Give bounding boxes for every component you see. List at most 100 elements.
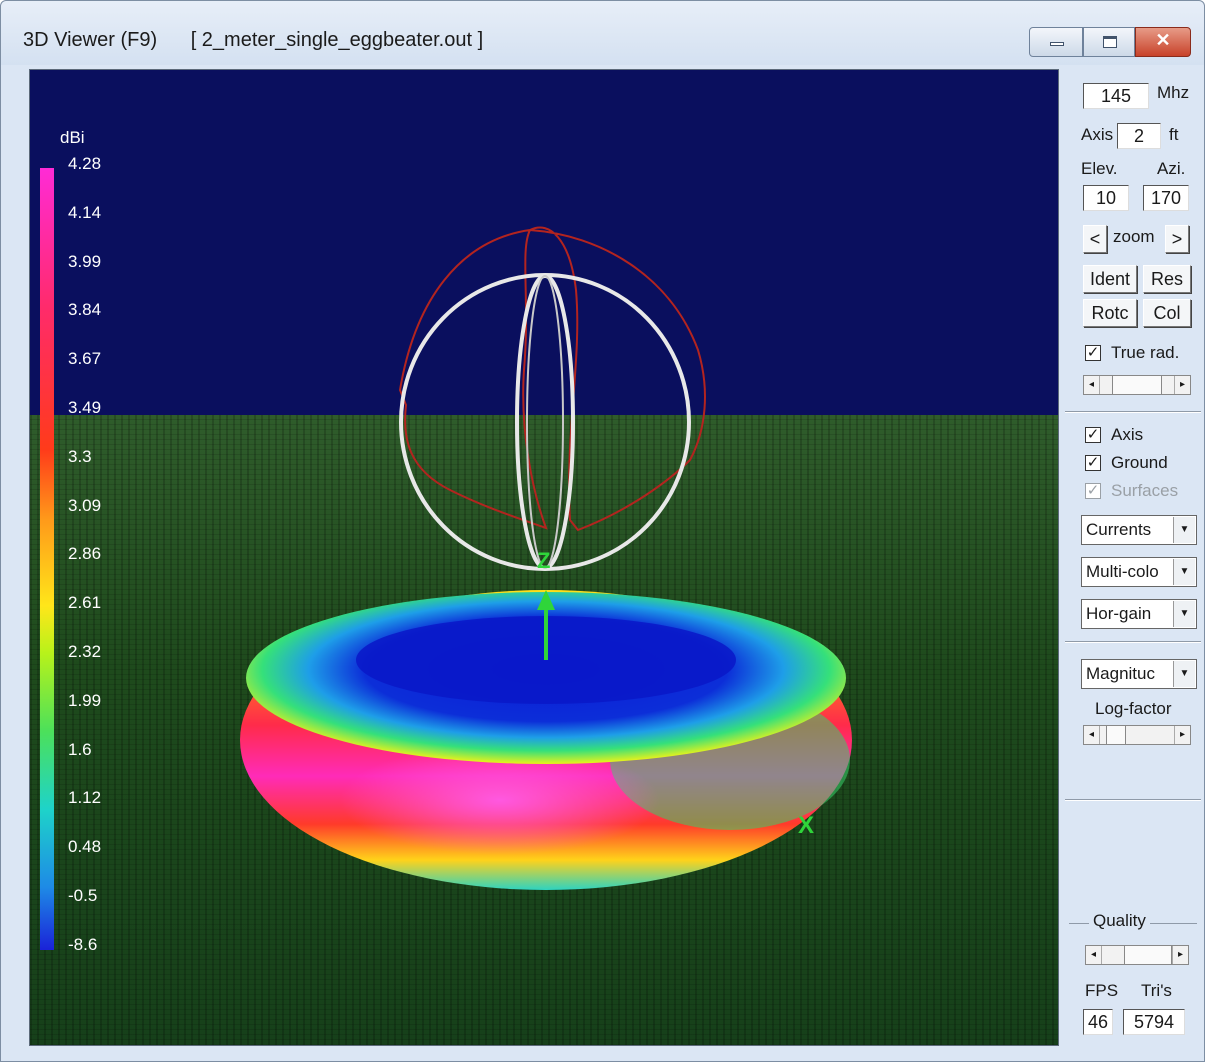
panel-separator bbox=[1065, 411, 1201, 413]
panel-separator bbox=[1065, 799, 1201, 801]
slider-thumb[interactable] bbox=[1124, 946, 1172, 964]
close-icon: ✕ bbox=[1155, 30, 1171, 50]
currents-value: Currents bbox=[1086, 520, 1152, 539]
legend-value: 1.99 bbox=[68, 690, 102, 710]
window-file-name: [ 2_meter_single_eggbeater.out ] bbox=[190, 29, 484, 51]
chevron-down-icon[interactable]: ▼ bbox=[1173, 661, 1195, 687]
color-button[interactable]: Col bbox=[1143, 299, 1191, 327]
gain-mode-value: Hor-gain bbox=[1086, 604, 1152, 623]
color-mode-dropdown[interactable]: Multi-colo ▼ bbox=[1081, 557, 1197, 587]
true-rad-label: True rad. bbox=[1111, 343, 1180, 362]
fps-value: 46 bbox=[1083, 1009, 1113, 1035]
ident-button[interactable]: Ident bbox=[1083, 265, 1137, 293]
legend-value: -8.6 bbox=[68, 934, 98, 954]
chevron-down-icon[interactable]: ▼ bbox=[1173, 601, 1195, 627]
z-axis-label: Z bbox=[537, 548, 551, 573]
close-button[interactable]: ✕ bbox=[1135, 27, 1191, 57]
ground-checkbox[interactable]: ✓ Ground bbox=[1085, 453, 1168, 473]
color-scale-bar bbox=[40, 168, 54, 950]
elevation-pattern-outline bbox=[398, 226, 706, 532]
currents-dropdown[interactable]: Currents ▼ bbox=[1081, 515, 1197, 545]
magnitude-value: Magnituc bbox=[1086, 664, 1155, 683]
zoom-in-button[interactable]: > bbox=[1165, 225, 1189, 253]
minimize-icon bbox=[1050, 42, 1064, 46]
axis-length-input[interactable]: 2 bbox=[1117, 123, 1161, 149]
scroll-left-icon[interactable]: ◂ bbox=[1086, 946, 1102, 964]
legend-value: 3.67 bbox=[68, 349, 102, 369]
elevation-label: Elev. bbox=[1081, 159, 1118, 178]
window-title-text: 3D Viewer (F9) bbox=[23, 29, 158, 51]
window-title: 3D Viewer (F9) [ 2_meter_single_eggbeate… bbox=[23, 29, 483, 52]
surfaces-check-label: Surfaces bbox=[1111, 481, 1179, 500]
true-rad-slider[interactable]: ◂ ▸ bbox=[1083, 375, 1191, 395]
axis-length-label: Axis bbox=[1081, 125, 1114, 144]
legend-value: 3.3 bbox=[68, 446, 92, 466]
panel-separator bbox=[1065, 641, 1201, 643]
legend-value: 1.12 bbox=[68, 788, 102, 808]
legend-value: 3.84 bbox=[68, 300, 102, 320]
elevation-input[interactable]: 10 bbox=[1083, 185, 1129, 211]
maximize-icon bbox=[1103, 36, 1117, 48]
scroll-left-icon[interactable]: ◂ bbox=[1084, 726, 1100, 744]
azimuth-input[interactable]: 170 bbox=[1143, 185, 1189, 211]
legend-value: 2.61 bbox=[68, 593, 102, 613]
zoom-label: zoom bbox=[1113, 227, 1155, 246]
chevron-down-icon[interactable]: ▼ bbox=[1173, 517, 1195, 543]
quality-slider[interactable]: ◂ ▸ bbox=[1085, 945, 1189, 965]
legend-value: 2.32 bbox=[68, 642, 102, 661]
legend-value: 4.14 bbox=[68, 202, 102, 222]
ground-check-label: Ground bbox=[1111, 453, 1168, 472]
z-axis-arrow bbox=[537, 590, 555, 660]
axis-checkbox[interactable]: ✓ Axis bbox=[1085, 425, 1143, 445]
slider-thumb[interactable] bbox=[1112, 376, 1162, 394]
frequency-input[interactable]: 145 bbox=[1083, 83, 1149, 109]
color-mode-value: Multi-colo bbox=[1086, 562, 1159, 581]
antenna-wire-model bbox=[399, 273, 691, 571]
legend-value: 4.28 bbox=[68, 154, 102, 173]
zoom-out-button[interactable]: < bbox=[1083, 225, 1107, 253]
gain-mode-dropdown[interactable]: Hor-gain ▼ bbox=[1081, 599, 1197, 629]
legend-value: 3.49 bbox=[68, 398, 102, 417]
legend-value: -0.5 bbox=[68, 886, 98, 905]
legend-value: 1.6 bbox=[68, 739, 92, 759]
tris-value: 5794 bbox=[1123, 1009, 1185, 1035]
control-panel: 145 Mhz Axis 2 ft Elev. Azi. 10 170 < zo… bbox=[1065, 69, 1201, 1049]
legend-unit: dBi bbox=[60, 128, 85, 147]
quality-label: Quality bbox=[1089, 911, 1150, 931]
rotate-button[interactable]: Rotc bbox=[1083, 299, 1137, 327]
log-factor-label: Log-factor bbox=[1095, 699, 1172, 718]
true-rad-checkbox[interactable]: ✓ True rad. bbox=[1085, 343, 1179, 363]
tris-label: Tri's bbox=[1141, 981, 1172, 1000]
surfaces-checkbox: ✓ Surfaces bbox=[1085, 481, 1178, 501]
magnitude-dropdown[interactable]: Magnituc ▼ bbox=[1081, 659, 1197, 689]
fps-label: FPS bbox=[1085, 981, 1119, 1000]
checkbox-check-icon: ✓ bbox=[1085, 344, 1101, 361]
axis-check-label: Axis bbox=[1111, 425, 1144, 444]
x-axis-label: X bbox=[798, 812, 815, 839]
maximize-button[interactable] bbox=[1083, 27, 1135, 57]
log-factor-slider[interactable]: ◂ ▸ bbox=[1083, 725, 1191, 745]
radiation-scene bbox=[240, 226, 852, 890]
scroll-left-icon[interactable]: ◂ bbox=[1084, 376, 1100, 394]
scroll-right-icon[interactable]: ▸ bbox=[1174, 376, 1190, 394]
frequency-unit: Mhz bbox=[1157, 83, 1190, 102]
slider-thumb[interactable] bbox=[1106, 726, 1126, 744]
sky-background bbox=[30, 70, 1058, 430]
legend-value: 3.99 bbox=[68, 251, 102, 271]
scroll-right-icon[interactable]: ▸ bbox=[1174, 726, 1190, 744]
reset-button[interactable]: Res bbox=[1143, 265, 1191, 293]
scroll-right-icon[interactable]: ▸ bbox=[1172, 946, 1188, 964]
checkbox-check-icon: ✓ bbox=[1085, 482, 1101, 499]
legend-value: 3.09 bbox=[68, 495, 102, 515]
title-bar[interactable]: 3D Viewer (F9) [ 2_meter_single_eggbeate… bbox=[1, 1, 1204, 65]
checkbox-check-icon: ✓ bbox=[1085, 426, 1101, 443]
legend-value: 2.86 bbox=[68, 544, 102, 564]
minimize-button[interactable] bbox=[1029, 27, 1083, 57]
legend-value: 0.48 bbox=[68, 837, 102, 857]
axis-length-unit: ft bbox=[1169, 125, 1179, 144]
checkbox-check-icon: ✓ bbox=[1085, 454, 1101, 471]
3d-viewport[interactable]: dBi 4.28 4.14 3.99 3.84 3.67 3.49 3.3 3.09 2.86 2… bbox=[29, 69, 1059, 1046]
chevron-down-icon[interactable]: ▼ bbox=[1173, 559, 1195, 585]
azimuth-label: Azi. bbox=[1157, 159, 1186, 178]
